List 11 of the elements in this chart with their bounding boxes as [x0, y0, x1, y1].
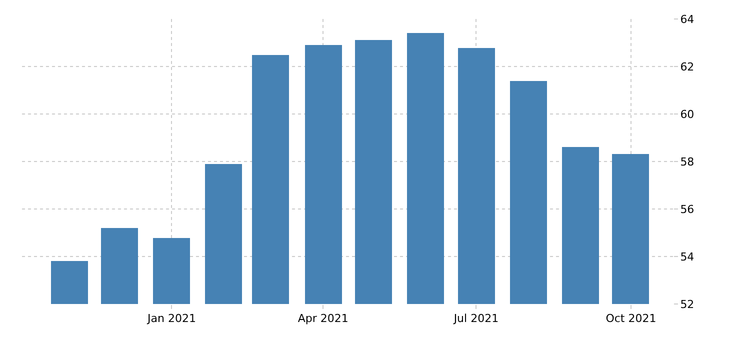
x-tick-label: Apr 2021 [298, 312, 348, 326]
x-tick-label: Oct 2021 [606, 312, 656, 326]
y-tick-label: 58 [680, 155, 694, 168]
y-tick-label: 52 [680, 298, 694, 311]
y-tick-label: 60 [680, 108, 694, 121]
y-tick-label: 54 [680, 250, 694, 264]
x-tick-label: Jul 2021 [452, 312, 499, 326]
y-tick-label: 64 [680, 12, 694, 26]
x-tick-label: Jan 2021 [146, 312, 196, 326]
y-tick-label: 62 [680, 60, 694, 74]
y-tick-label: 56 [680, 202, 694, 216]
